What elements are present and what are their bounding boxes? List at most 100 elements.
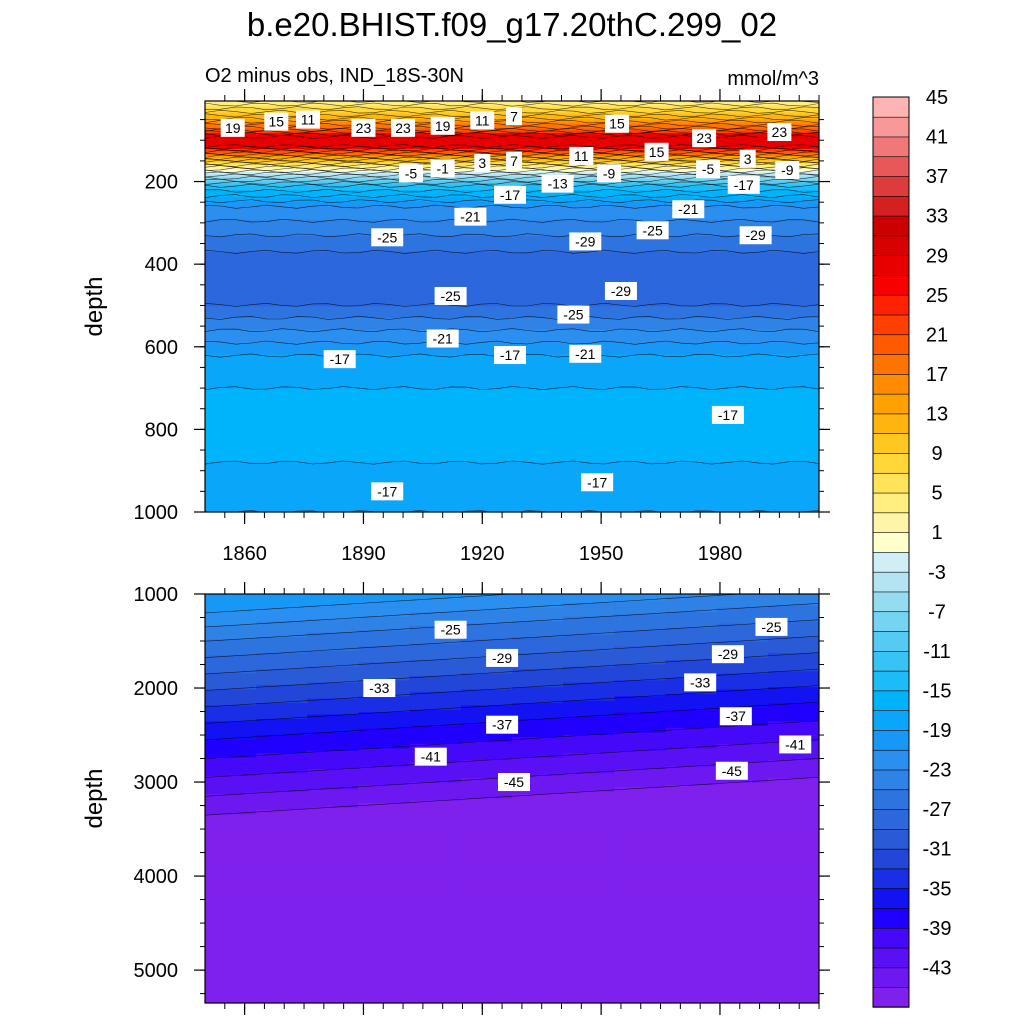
contour-band [512, 625, 564, 629]
contour-band [665, 632, 718, 636]
contour-band [409, 850, 462, 854]
contour-band [358, 625, 411, 629]
contour-band [563, 825, 615, 829]
contour-band [512, 934, 564, 938]
contour-band [512, 873, 564, 877]
x-tick-label: 1950 [579, 543, 624, 565]
contour-band [205, 404, 819, 408]
contour-band [716, 725, 769, 729]
contour-band [358, 843, 411, 847]
contour-band [409, 946, 462, 950]
contour-band [307, 1000, 360, 1003]
contour-label: -37 [719, 707, 752, 726]
contour-band [563, 762, 615, 766]
contour-band [512, 793, 564, 797]
contour-band [358, 609, 411, 613]
contour-band [614, 653, 667, 656]
contour-band [665, 846, 718, 850]
contour-band [205, 975, 257, 979]
contour-band [460, 637, 513, 641]
contour-band [716, 691, 769, 695]
contour-band [563, 934, 615, 938]
contour-band [205, 696, 257, 700]
contour-band [256, 887, 308, 890]
contour-band [205, 666, 257, 670]
contour-label-box [569, 232, 602, 251]
contour-band [205, 866, 257, 870]
contour-band [409, 871, 462, 875]
contour-band [358, 993, 411, 997]
contour-band [512, 916, 564, 920]
contour-band [409, 887, 462, 890]
contour-band [614, 609, 667, 613]
contour-band [307, 621, 360, 625]
contour-label: -17 [494, 346, 527, 365]
plot-frame [204, 593, 820, 1004]
contour-band [460, 968, 513, 972]
contour-band [767, 637, 819, 641]
contour-band [614, 930, 667, 934]
contour-band [256, 757, 308, 761]
contour-band [614, 650, 667, 654]
contour-band [307, 750, 360, 754]
contour-band [205, 441, 819, 445]
contour-band [256, 948, 308, 952]
contour-band [614, 682, 667, 686]
contour-band [614, 828, 667, 831]
contour-band [563, 598, 615, 602]
contour-band [307, 689, 360, 693]
contour-band [256, 741, 308, 745]
contour-band [358, 628, 411, 631]
contour-band [256, 659, 308, 663]
contour-band [563, 594, 615, 597]
contour-band [409, 864, 462, 868]
contour-band [205, 231, 819, 235]
contour-band [563, 625, 615, 629]
contour-band [256, 689, 308, 693]
contour-band [665, 859, 718, 863]
contour-band [205, 937, 257, 940]
contour-band [205, 240, 819, 244]
contour-band [767, 730, 819, 734]
contour-band [409, 923, 462, 927]
contour-band [358, 730, 411, 734]
contour-band [409, 680, 462, 684]
contour-band [358, 789, 411, 793]
contour-band [716, 634, 769, 638]
contour-band [614, 600, 667, 604]
contour-band [256, 832, 308, 836]
contour-band [767, 648, 819, 652]
contour-band [460, 823, 513, 827]
contour-band [205, 714, 257, 718]
contour-band [205, 843, 257, 847]
contour-band [307, 843, 360, 847]
contour-band [256, 864, 308, 868]
contour-band [409, 614, 462, 618]
contour-band [614, 871, 667, 875]
contour-band [614, 832, 667, 836]
contour-band [665, 787, 718, 791]
contour-band [512, 905, 564, 909]
contour-band [767, 975, 819, 979]
contour-band [563, 807, 615, 811]
contour-band [614, 809, 667, 813]
contour-band [409, 855, 462, 859]
contour-band [716, 809, 769, 813]
contour-band [460, 998, 513, 1002]
contour-band [563, 809, 615, 813]
contour-band [512, 641, 564, 645]
contour-label-text: 23 [772, 124, 788, 140]
contour-band [358, 707, 411, 711]
contour-band [767, 655, 819, 659]
contour-band [307, 596, 360, 600]
contour-band [358, 739, 411, 743]
contour-band [256, 666, 308, 670]
contour-band [205, 625, 257, 629]
contour-band [767, 884, 819, 888]
contour-band [358, 893, 411, 897]
contour-band [409, 916, 462, 920]
contour-band [307, 780, 360, 784]
contour-band [358, 950, 411, 954]
contour-band [358, 834, 411, 838]
